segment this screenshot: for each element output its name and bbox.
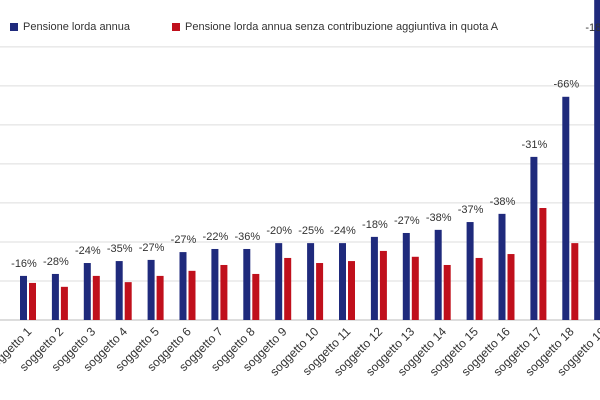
- reduction-label: -18%: [362, 219, 388, 231]
- bar: [443, 264, 451, 320]
- bar: [51, 273, 59, 320]
- reduction-label: -27%: [171, 234, 197, 246]
- bar: [252, 273, 260, 320]
- bar: [475, 257, 483, 320]
- bar: [379, 250, 387, 320]
- bar: [562, 96, 570, 320]
- reduction-label: -38%: [490, 196, 516, 208]
- bar: [60, 286, 68, 320]
- legend-label: Pensione lorda annua: [23, 21, 131, 33]
- reduction-label: -28%: [43, 256, 69, 268]
- reduction-label: -27%: [394, 215, 420, 227]
- reduction-label: -31%: [522, 139, 548, 151]
- bar: [411, 256, 419, 320]
- bar: [83, 263, 91, 320]
- reduction-label: -20%: [266, 225, 292, 237]
- bar: [466, 222, 474, 320]
- bar: [211, 248, 219, 320]
- reduction-label: -22%: [203, 231, 229, 243]
- reduction-label: -24%: [330, 225, 356, 237]
- bar: [115, 261, 123, 320]
- bar: [539, 208, 547, 320]
- bar: [284, 257, 292, 320]
- bar: [507, 254, 515, 320]
- bar: [179, 252, 187, 320]
- bar: [530, 156, 538, 320]
- bar: [339, 243, 346, 320]
- bar: [275, 243, 283, 320]
- bar: [571, 243, 579, 320]
- bar: [156, 275, 164, 320]
- bar: [348, 261, 355, 320]
- bar: [498, 213, 506, 320]
- bar: [402, 232, 410, 320]
- legend-swatch: [10, 23, 18, 31]
- bar: [307, 243, 315, 320]
- reduction-label: -35%: [107, 243, 133, 255]
- bar: [124, 282, 132, 320]
- bar: [434, 229, 442, 320]
- bar: [92, 275, 100, 320]
- reduction-label: -24%: [75, 245, 101, 257]
- bar: [20, 275, 27, 320]
- bar: [188, 270, 196, 320]
- legend-swatch: [172, 23, 180, 31]
- bar: [220, 264, 228, 320]
- reduction-label: -25%: [298, 225, 324, 237]
- reduction-label: -66%: [553, 79, 579, 91]
- legend-label: Pensione lorda annua senza contribuzione…: [185, 21, 499, 33]
- bar: [316, 263, 324, 320]
- reduction-label: -16%: [11, 258, 37, 270]
- bar: [147, 259, 155, 320]
- bar: [243, 248, 251, 320]
- bar: [370, 236, 378, 320]
- bar: [29, 282, 36, 320]
- reduction-label: -36%: [234, 231, 260, 243]
- bar: [594, 0, 600, 320]
- reduction-label: -37%: [458, 204, 484, 216]
- reduction-label: -18%: [585, 22, 600, 34]
- reduction-label: -38%: [426, 212, 452, 224]
- reduction-label: -27%: [139, 242, 165, 254]
